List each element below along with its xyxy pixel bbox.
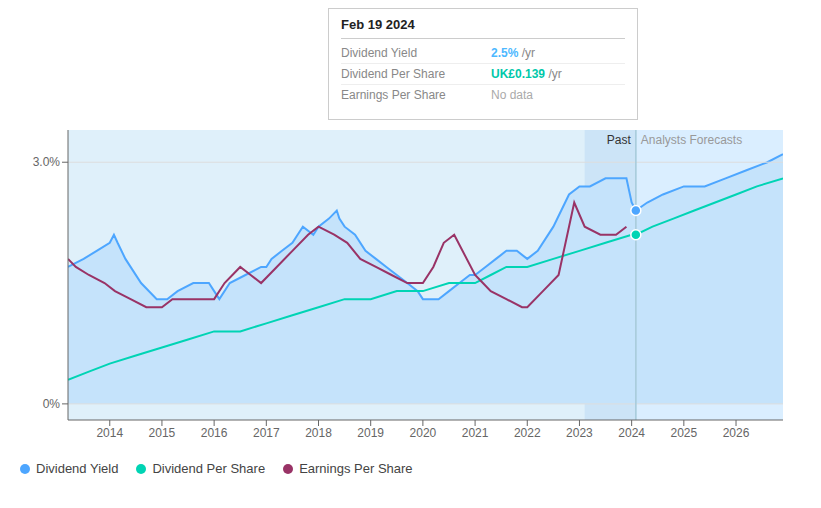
svg-text:2023: 2023 xyxy=(566,426,593,440)
html-text:Dividend Per Share: Dividend Per Share xyxy=(152,461,266,476)
html-text:Feb 19 2024: Feb 19 2024 xyxy=(341,17,415,32)
svg-text:2024: 2024 xyxy=(618,426,645,440)
svg-text:0%: 0% xyxy=(43,397,61,411)
svg-text:2017: 2017 xyxy=(253,426,280,440)
html-text:No data: No data xyxy=(491,88,533,102)
html-text:Dividend Per Share: Dividend Per Share xyxy=(341,67,446,81)
svg-text:2021: 2021 xyxy=(462,426,489,440)
svg-text:2026: 2026 xyxy=(723,426,750,440)
svg-text:2015: 2015 xyxy=(149,426,176,440)
html-text:Earnings Per Share: Earnings Per Share xyxy=(341,88,446,102)
svg-text:2018: 2018 xyxy=(305,426,332,440)
svg-text:3.0%: 3.0% xyxy=(33,155,61,169)
html-text:Dividend Yield: Dividend Yield xyxy=(36,461,119,476)
svg-text:Analysts Forecasts: Analysts Forecasts xyxy=(641,133,742,147)
svg-text:Past: Past xyxy=(607,133,632,147)
svg-text:2016: 2016 xyxy=(201,426,228,440)
html-text:UK£0.139 /yr: UK£0.139 /yr xyxy=(491,67,562,81)
svg-text:2022: 2022 xyxy=(514,426,541,440)
svg-text:2014: 2014 xyxy=(96,426,123,440)
svg-text:2020: 2020 xyxy=(410,426,437,440)
html-text:2.5% /yr: 2.5% /yr xyxy=(491,46,535,60)
html-text:Dividend Yield: Dividend Yield xyxy=(341,46,418,60)
html-text:Earnings Per Share: Earnings Per Share xyxy=(299,461,413,476)
svg-text:2025: 2025 xyxy=(670,426,697,440)
svg-text:2019: 2019 xyxy=(357,426,384,440)
